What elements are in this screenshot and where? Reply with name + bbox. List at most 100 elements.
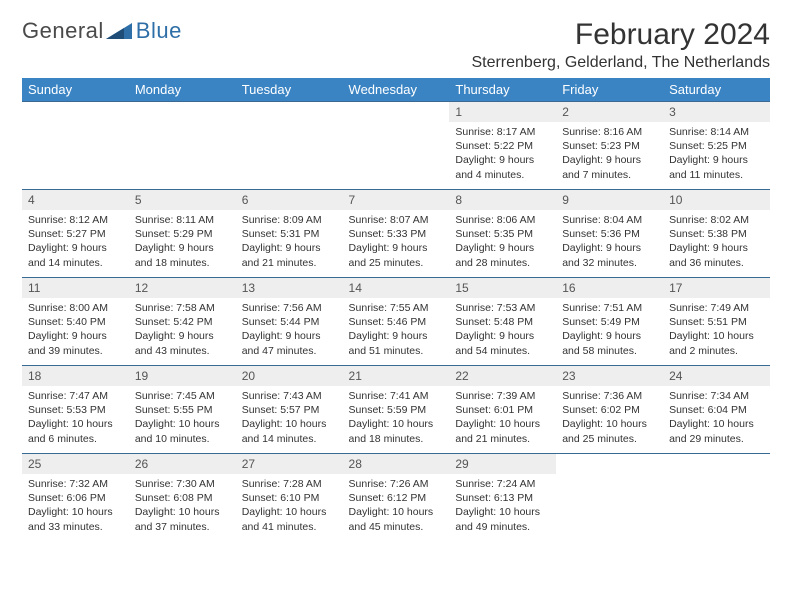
day-number: 11 xyxy=(22,278,129,298)
day-details: Sunrise: 8:06 AMSunset: 5:35 PMDaylight:… xyxy=(449,210,556,274)
calendar-cell: 6Sunrise: 8:09 AMSunset: 5:31 PMDaylight… xyxy=(236,190,343,278)
calendar-cell-empty xyxy=(22,102,129,190)
header: General Blue February 2024 Sterrenberg, … xyxy=(22,18,770,72)
day-details: Sunrise: 7:51 AMSunset: 5:49 PMDaylight:… xyxy=(556,298,663,362)
calendar-cell: 25Sunrise: 7:32 AMSunset: 6:06 PMDayligh… xyxy=(22,454,129,542)
day-details: Sunrise: 7:36 AMSunset: 6:02 PMDaylight:… xyxy=(556,386,663,450)
calendar-cell-empty xyxy=(663,454,770,542)
day-number: 29 xyxy=(449,454,556,474)
day-number: 22 xyxy=(449,366,556,386)
calendar-cell-empty xyxy=(556,454,663,542)
day-number: 13 xyxy=(236,278,343,298)
day-number: 23 xyxy=(556,366,663,386)
calendar-cell-empty xyxy=(343,102,450,190)
triangle-icon xyxy=(106,19,132,44)
day-details: Sunrise: 7:49 AMSunset: 5:51 PMDaylight:… xyxy=(663,298,770,362)
day-details: Sunrise: 8:07 AMSunset: 5:33 PMDaylight:… xyxy=(343,210,450,274)
day-number: 28 xyxy=(343,454,450,474)
day-number: 9 xyxy=(556,190,663,210)
calendar-cell: 15Sunrise: 7:53 AMSunset: 5:48 PMDayligh… xyxy=(449,278,556,366)
day-number: 14 xyxy=(343,278,450,298)
day-details: Sunrise: 7:30 AMSunset: 6:08 PMDaylight:… xyxy=(129,474,236,538)
calendar-cell: 28Sunrise: 7:26 AMSunset: 6:12 PMDayligh… xyxy=(343,454,450,542)
day-details: Sunrise: 7:34 AMSunset: 6:04 PMDaylight:… xyxy=(663,386,770,450)
calendar-cell: 10Sunrise: 8:02 AMSunset: 5:38 PMDayligh… xyxy=(663,190,770,278)
calendar-row: 25Sunrise: 7:32 AMSunset: 6:06 PMDayligh… xyxy=(22,454,770,542)
day-number: 20 xyxy=(236,366,343,386)
day-details: Sunrise: 8:12 AMSunset: 5:27 PMDaylight:… xyxy=(22,210,129,274)
day-number: 2 xyxy=(556,102,663,122)
day-number: 7 xyxy=(343,190,450,210)
day-details: Sunrise: 8:09 AMSunset: 5:31 PMDaylight:… xyxy=(236,210,343,274)
day-details: Sunrise: 7:28 AMSunset: 6:10 PMDaylight:… xyxy=(236,474,343,538)
day-number: 12 xyxy=(129,278,236,298)
day-details: Sunrise: 7:39 AMSunset: 6:01 PMDaylight:… xyxy=(449,386,556,450)
calendar-cell: 11Sunrise: 8:00 AMSunset: 5:40 PMDayligh… xyxy=(22,278,129,366)
day-details: Sunrise: 7:47 AMSunset: 5:53 PMDaylight:… xyxy=(22,386,129,450)
day-number: 6 xyxy=(236,190,343,210)
calendar-cell: 19Sunrise: 7:45 AMSunset: 5:55 PMDayligh… xyxy=(129,366,236,454)
day-details: Sunrise: 7:41 AMSunset: 5:59 PMDaylight:… xyxy=(343,386,450,450)
calendar-table: SundayMondayTuesdayWednesdayThursdayFrid… xyxy=(22,78,770,542)
day-details: Sunrise: 7:55 AMSunset: 5:46 PMDaylight:… xyxy=(343,298,450,362)
calendar-body: 1Sunrise: 8:17 AMSunset: 5:22 PMDaylight… xyxy=(22,102,770,542)
day-number: 26 xyxy=(129,454,236,474)
calendar-cell: 1Sunrise: 8:17 AMSunset: 5:22 PMDaylight… xyxy=(449,102,556,190)
calendar-cell: 18Sunrise: 7:47 AMSunset: 5:53 PMDayligh… xyxy=(22,366,129,454)
day-details: Sunrise: 7:32 AMSunset: 6:06 PMDaylight:… xyxy=(22,474,129,538)
day-number: 21 xyxy=(343,366,450,386)
day-number: 10 xyxy=(663,190,770,210)
day-number: 4 xyxy=(22,190,129,210)
day-number: 5 xyxy=(129,190,236,210)
day-number: 18 xyxy=(22,366,129,386)
calendar-header-row: SundayMondayTuesdayWednesdayThursdayFrid… xyxy=(22,78,770,102)
day-details: Sunrise: 8:04 AMSunset: 5:36 PMDaylight:… xyxy=(556,210,663,274)
calendar-cell: 9Sunrise: 8:04 AMSunset: 5:36 PMDaylight… xyxy=(556,190,663,278)
weekday-header: Friday xyxy=(556,78,663,102)
calendar-cell: 23Sunrise: 7:36 AMSunset: 6:02 PMDayligh… xyxy=(556,366,663,454)
day-details: Sunrise: 7:26 AMSunset: 6:12 PMDaylight:… xyxy=(343,474,450,538)
weekday-header: Saturday xyxy=(663,78,770,102)
brand-word-2: Blue xyxy=(136,18,182,44)
calendar-cell: 27Sunrise: 7:28 AMSunset: 6:10 PMDayligh… xyxy=(236,454,343,542)
day-number: 15 xyxy=(449,278,556,298)
day-number: 25 xyxy=(22,454,129,474)
calendar-row: 1Sunrise: 8:17 AMSunset: 5:22 PMDaylight… xyxy=(22,102,770,190)
day-details: Sunrise: 7:45 AMSunset: 5:55 PMDaylight:… xyxy=(129,386,236,450)
weekday-header: Tuesday xyxy=(236,78,343,102)
day-details: Sunrise: 7:58 AMSunset: 5:42 PMDaylight:… xyxy=(129,298,236,362)
weekday-header: Monday xyxy=(129,78,236,102)
day-details: Sunrise: 8:16 AMSunset: 5:23 PMDaylight:… xyxy=(556,122,663,186)
calendar-row: 11Sunrise: 8:00 AMSunset: 5:40 PMDayligh… xyxy=(22,278,770,366)
calendar-cell: 13Sunrise: 7:56 AMSunset: 5:44 PMDayligh… xyxy=(236,278,343,366)
calendar-row: 18Sunrise: 7:47 AMSunset: 5:53 PMDayligh… xyxy=(22,366,770,454)
calendar-cell: 22Sunrise: 7:39 AMSunset: 6:01 PMDayligh… xyxy=(449,366,556,454)
day-details: Sunrise: 8:14 AMSunset: 5:25 PMDaylight:… xyxy=(663,122,770,186)
calendar-cell: 26Sunrise: 7:30 AMSunset: 6:08 PMDayligh… xyxy=(129,454,236,542)
day-number: 3 xyxy=(663,102,770,122)
weekday-header: Thursday xyxy=(449,78,556,102)
day-details: Sunrise: 7:53 AMSunset: 5:48 PMDaylight:… xyxy=(449,298,556,362)
calendar-cell-empty xyxy=(236,102,343,190)
day-details: Sunrise: 8:11 AMSunset: 5:29 PMDaylight:… xyxy=(129,210,236,274)
brand-logo: General Blue xyxy=(22,18,182,44)
calendar-cell: 12Sunrise: 7:58 AMSunset: 5:42 PMDayligh… xyxy=(129,278,236,366)
day-details: Sunrise: 8:02 AMSunset: 5:38 PMDaylight:… xyxy=(663,210,770,274)
weekday-header: Sunday xyxy=(22,78,129,102)
day-number: 8 xyxy=(449,190,556,210)
page-title: February 2024 xyxy=(471,18,770,52)
day-details: Sunrise: 8:17 AMSunset: 5:22 PMDaylight:… xyxy=(449,122,556,186)
day-number: 19 xyxy=(129,366,236,386)
calendar-cell: 7Sunrise: 8:07 AMSunset: 5:33 PMDaylight… xyxy=(343,190,450,278)
weekday-header: Wednesday xyxy=(343,78,450,102)
calendar-cell: 16Sunrise: 7:51 AMSunset: 5:49 PMDayligh… xyxy=(556,278,663,366)
day-details: Sunrise: 8:00 AMSunset: 5:40 PMDaylight:… xyxy=(22,298,129,362)
calendar-cell: 4Sunrise: 8:12 AMSunset: 5:27 PMDaylight… xyxy=(22,190,129,278)
day-number: 17 xyxy=(663,278,770,298)
calendar-cell: 8Sunrise: 8:06 AMSunset: 5:35 PMDaylight… xyxy=(449,190,556,278)
calendar-cell: 3Sunrise: 8:14 AMSunset: 5:25 PMDaylight… xyxy=(663,102,770,190)
calendar-cell: 29Sunrise: 7:24 AMSunset: 6:13 PMDayligh… xyxy=(449,454,556,542)
calendar-cell: 21Sunrise: 7:41 AMSunset: 5:59 PMDayligh… xyxy=(343,366,450,454)
calendar-cell: 20Sunrise: 7:43 AMSunset: 5:57 PMDayligh… xyxy=(236,366,343,454)
day-details: Sunrise: 7:43 AMSunset: 5:57 PMDaylight:… xyxy=(236,386,343,450)
